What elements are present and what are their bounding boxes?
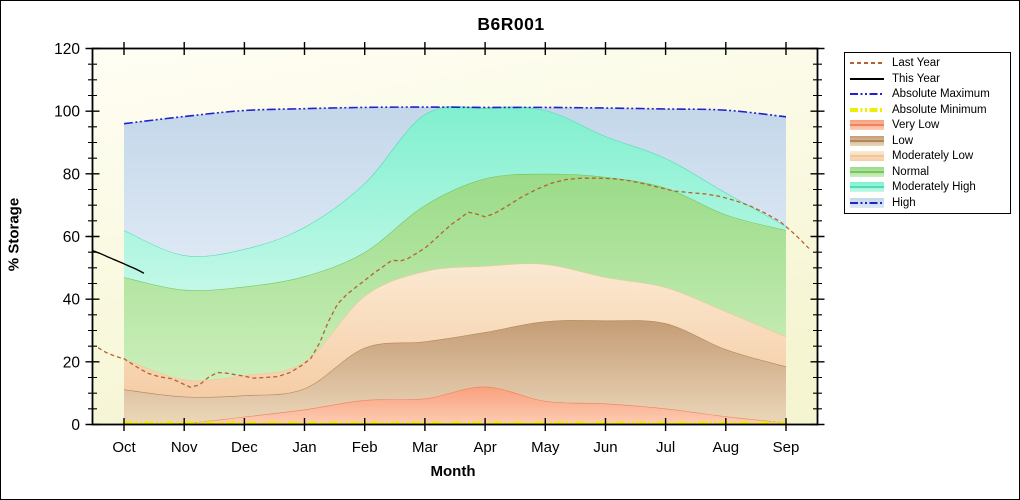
legend-label: Moderately High bbox=[892, 181, 976, 194]
legend-swatch-normal-icon bbox=[850, 166, 884, 177]
legend-item-moderately-low: Moderately Low bbox=[845, 149, 1010, 163]
legend-item-moderately-high: Moderately High bbox=[845, 180, 1010, 194]
legend-band-line bbox=[850, 201, 884, 204]
legend-swatch-low-icon bbox=[850, 135, 884, 146]
x-tick-label-jan: Jan bbox=[292, 439, 316, 456]
legend-swatch-absolute-maximum-icon bbox=[850, 93, 884, 96]
legend-band-line bbox=[850, 186, 884, 189]
y-tick-label-40: 40 bbox=[63, 292, 81, 309]
series-line-this-year bbox=[92, 249, 145, 274]
legend-item-last-year: Last Year bbox=[845, 56, 1010, 70]
x-axis-title: Month bbox=[430, 463, 476, 480]
x-tick-label-oct: Oct bbox=[112, 439, 136, 456]
x-tick-label-dec: Dec bbox=[231, 439, 258, 456]
legend-item-absolute-maximum: Absolute Maximum bbox=[845, 87, 1010, 101]
band-edge-very-low bbox=[123, 385, 787, 425]
y-tick-label-0: 0 bbox=[71, 417, 80, 434]
legend-item-high: High bbox=[845, 196, 1010, 210]
band-normal bbox=[124, 173, 786, 381]
legend-label: Normal bbox=[892, 165, 930, 178]
legend-item-absolute-minimum: Absolute Minimum bbox=[845, 103, 1010, 117]
legend-label: Absolute Minimum bbox=[892, 103, 987, 116]
y-tick-label-20: 20 bbox=[63, 354, 81, 371]
band-moderately-high bbox=[124, 106, 786, 291]
x-tick-label-mar: Mar bbox=[412, 439, 438, 456]
legend-label: Moderately Low bbox=[892, 150, 974, 163]
legend-band-line bbox=[850, 170, 884, 173]
series-line-last-year bbox=[97, 177, 810, 388]
legend-band-line bbox=[850, 124, 884, 127]
legend-item-this-year: This Year bbox=[845, 72, 1010, 86]
legend-swatch-this-year-icon bbox=[850, 77, 884, 80]
x-tick-label-aug: Aug bbox=[712, 439, 739, 456]
legend-label: High bbox=[892, 196, 916, 209]
legend-label: Low bbox=[892, 134, 914, 147]
legend-box: Last Year This Year Absolute Maximum Absolu… bbox=[844, 52, 1011, 214]
legend-item-very-low: Very Low bbox=[845, 118, 1010, 132]
series-line-absolute-maximum bbox=[123, 106, 787, 125]
legend-label: Absolute Maximum bbox=[892, 88, 990, 101]
x-tick-label-may: May bbox=[531, 439, 560, 456]
legend-label: This Year bbox=[892, 72, 940, 85]
legend-swatch-high-icon bbox=[850, 197, 884, 208]
band-low bbox=[124, 320, 786, 424]
legend-swatch-very-low-icon bbox=[850, 120, 884, 131]
x-tick-label-jun: Jun bbox=[593, 439, 617, 456]
y-tick-label-120: 120 bbox=[54, 41, 80, 58]
x-tick-label-sep: Sep bbox=[773, 439, 800, 456]
legend-label: Very Low bbox=[892, 119, 940, 132]
band-high bbox=[124, 106, 786, 257]
band-moderately-low bbox=[124, 263, 786, 398]
legend-swatch-moderately-low-icon bbox=[850, 151, 884, 162]
legend-swatch-moderately-high-icon bbox=[850, 182, 884, 193]
legend-band-line bbox=[850, 139, 884, 142]
legend-item-normal: Normal bbox=[845, 165, 1010, 179]
y-tick-label-100: 100 bbox=[54, 104, 80, 121]
page-title: B6R001 bbox=[477, 14, 545, 34]
x-tick-label-jul: Jul bbox=[656, 439, 675, 456]
y-tick-label-80: 80 bbox=[63, 166, 81, 183]
legend-band-line bbox=[850, 155, 884, 158]
plot-frame bbox=[91, 47, 819, 426]
y-tick-label-60: 60 bbox=[63, 229, 81, 246]
band-very-low bbox=[124, 386, 786, 425]
legend-swatch-absolute-minimum-icon bbox=[850, 108, 884, 112]
x-tick-label-apr: Apr bbox=[473, 439, 496, 456]
legend-swatch-last-year-icon bbox=[850, 62, 884, 65]
legend-label: Last Year bbox=[892, 57, 940, 70]
x-tick-label-nov: Nov bbox=[171, 439, 198, 456]
x-tick-label-feb: Feb bbox=[352, 439, 378, 456]
legend-item-low: Low bbox=[845, 134, 1010, 148]
